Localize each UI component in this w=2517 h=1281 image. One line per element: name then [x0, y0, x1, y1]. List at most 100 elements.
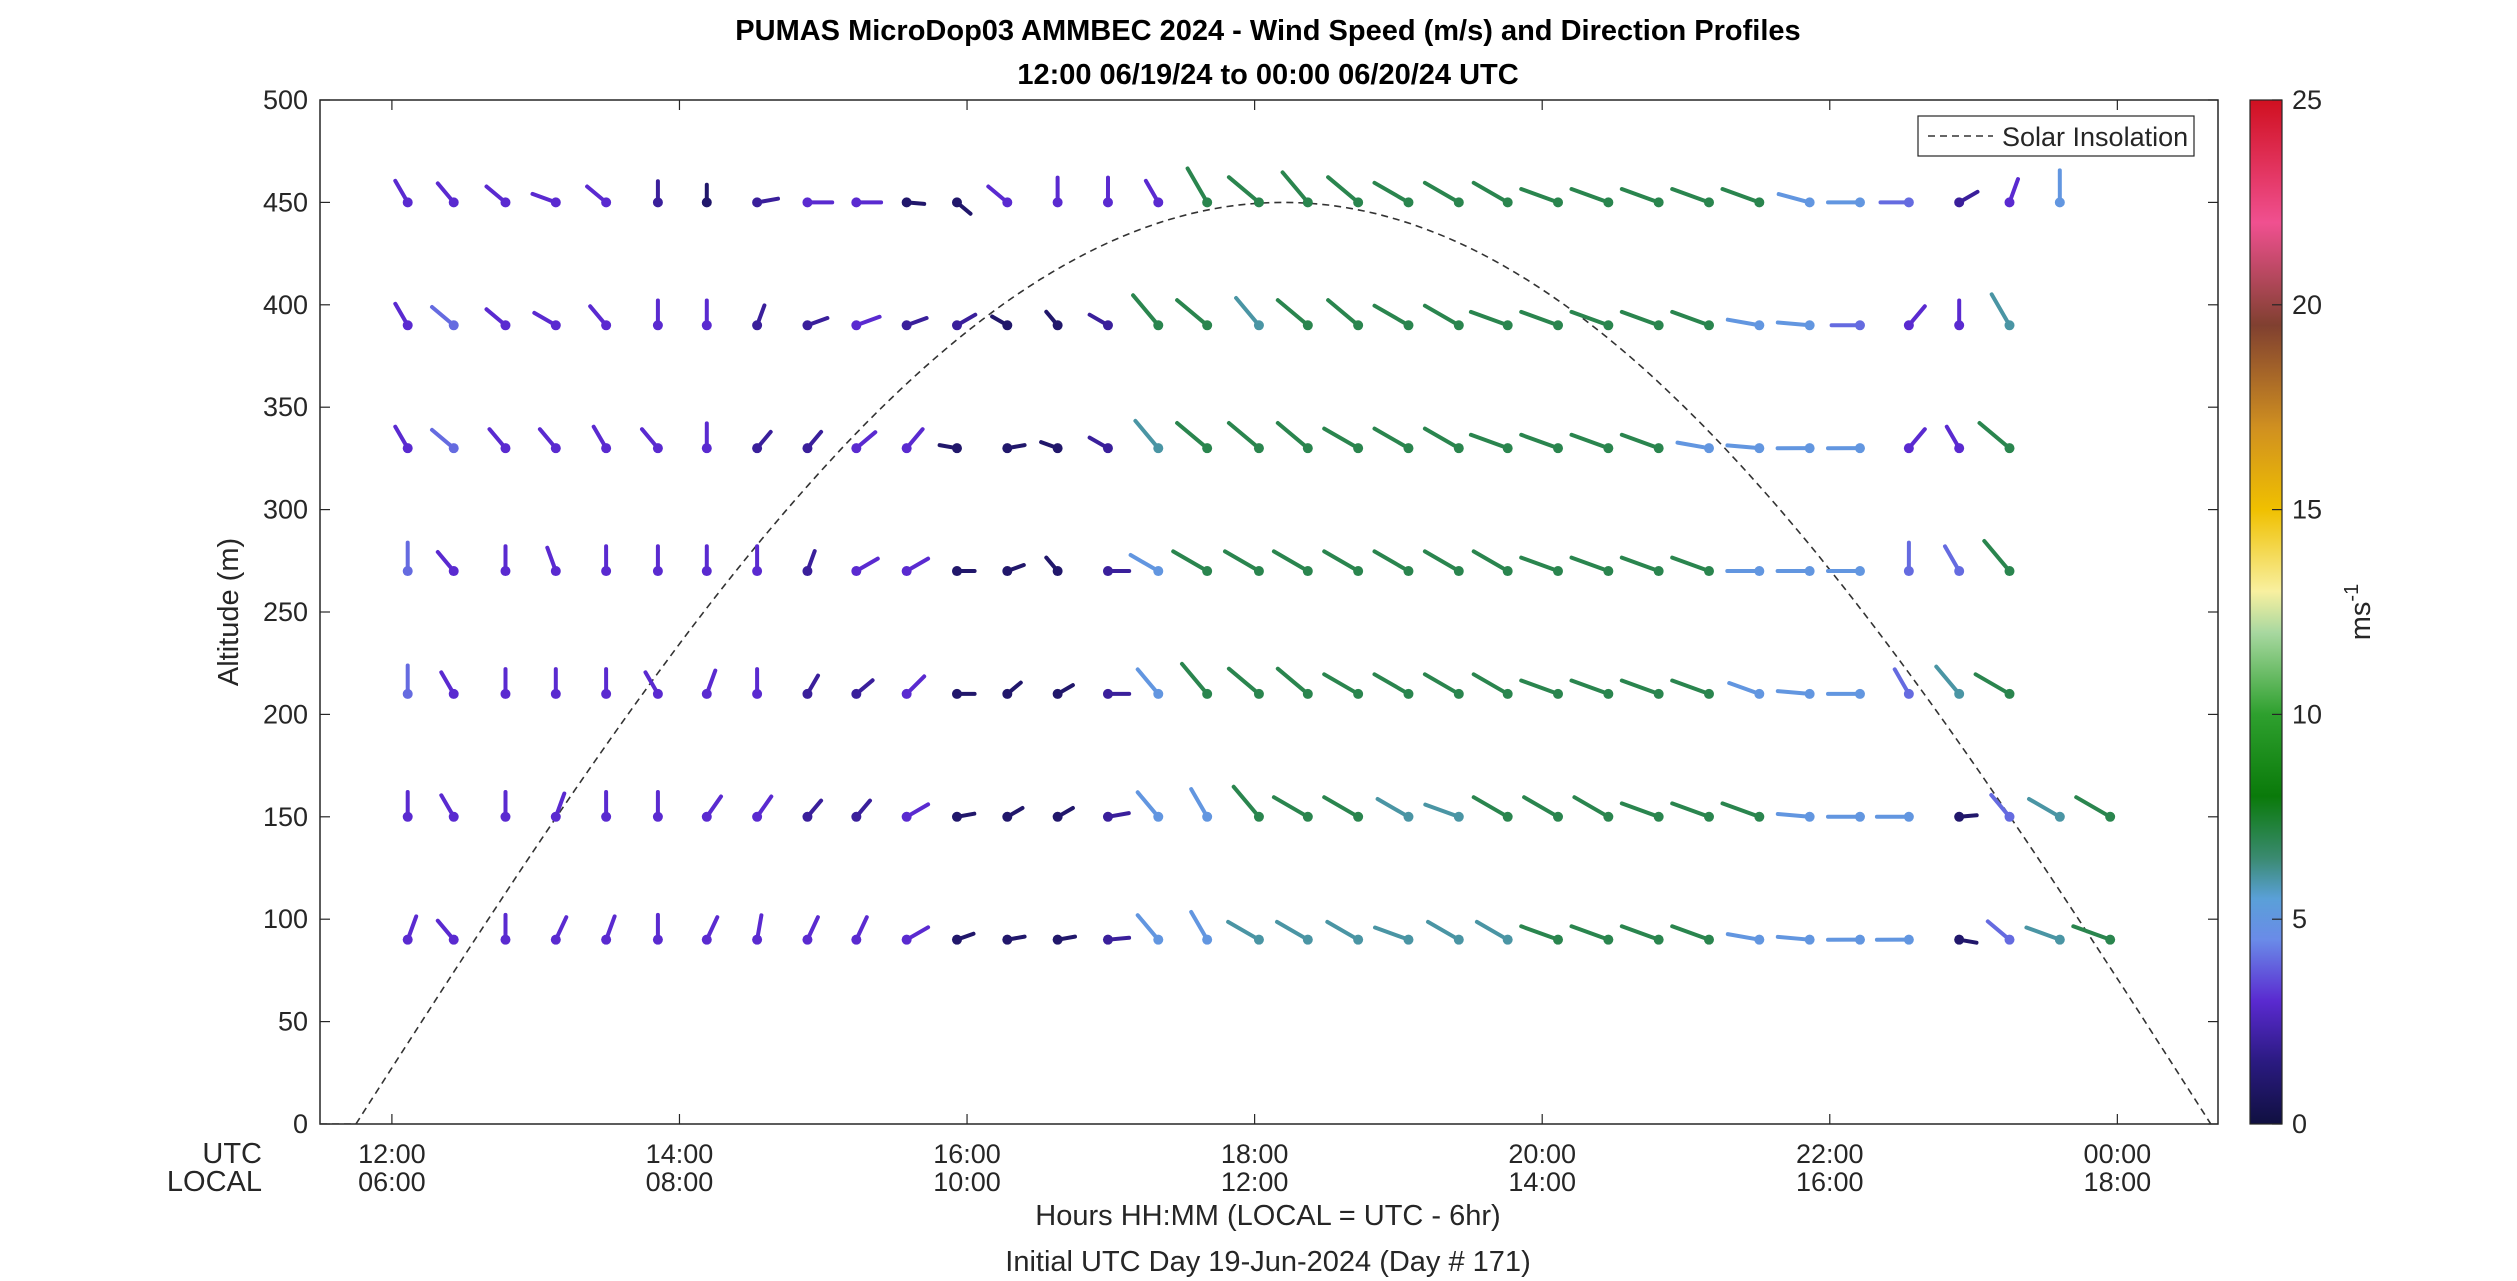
wind-barb-dot [1903, 197, 1914, 208]
wind-barb [1039, 440, 1063, 454]
wind-barb [1619, 555, 1664, 577]
wind-barb-dot [1703, 566, 1714, 577]
wind-barb [1280, 170, 1313, 208]
wind-barb [1826, 688, 1865, 699]
wind-barb [1423, 802, 1464, 822]
wind-barb [1619, 309, 1664, 331]
wind-barb [1725, 566, 1765, 577]
wind-barb-dot [652, 443, 663, 454]
wind-barb-shaft [1423, 802, 1461, 819]
wind-barb [435, 550, 459, 577]
wind-barb-dot [1754, 688, 1765, 699]
wind-barb [1275, 666, 1313, 699]
wind-barb [640, 427, 663, 454]
wind-barb-dot [1253, 566, 1264, 577]
wind-barb-dot [601, 320, 612, 331]
wind-barb [1569, 678, 1614, 699]
wind-barb-dot [701, 197, 712, 208]
wind-barb-dot [1954, 443, 1965, 454]
wind-barb [643, 670, 663, 699]
wind-barb [537, 427, 561, 454]
wind-barb-dot [1903, 688, 1914, 699]
wind-barb [1223, 549, 1264, 577]
wind-barb-shaft [1569, 187, 1611, 205]
wind-barb-dot [901, 197, 912, 208]
wind-barb-dot [601, 443, 612, 454]
colorbar: 0 5 10 15 20 25 ms-1 [2249, 85, 2377, 1139]
wind-barb [752, 303, 767, 331]
wind-barb-shaft [1670, 187, 1711, 205]
wind-barb [701, 298, 712, 331]
wind-barb-shaft [1226, 421, 1261, 451]
wind-barb-dot [2054, 934, 2065, 945]
wind-barb-dot [1502, 811, 1513, 822]
wind-barb [802, 798, 824, 822]
wind-barb [1569, 555, 1614, 577]
wind-barb [1572, 795, 1614, 822]
wind-barb [1775, 811, 1815, 822]
wind-barb-dot [500, 443, 511, 454]
wind-barb-dot [1754, 811, 1765, 822]
colorbar-label-unit: ms [2345, 602, 2377, 641]
wind-barb [851, 798, 872, 822]
wind-barb [1372, 180, 1414, 208]
wind-barb-dot [1302, 688, 1313, 699]
wind-barb-dot [1253, 811, 1264, 822]
wind-barb-dot [1553, 443, 1564, 454]
x-tick-label-utc: 22:00 [1796, 1139, 1864, 1169]
wind-barb-shaft [1569, 678, 1611, 696]
wind-barb-dot [1302, 443, 1313, 454]
wind-barb-dot [1202, 197, 1213, 208]
wind-barb-shaft [1775, 689, 1812, 696]
wind-barb-dot [1353, 934, 1364, 945]
wind-barb-dot [1553, 320, 1564, 331]
wind-barb [652, 790, 663, 822]
wind-barb-dot [1553, 811, 1564, 822]
wind-barb-dot [500, 197, 511, 208]
wind-barb-shaft [1223, 549, 1261, 574]
wind-barb [802, 549, 817, 577]
wind-barb [1826, 197, 1865, 208]
wind-barb-dot [448, 320, 459, 331]
wind-barb-shaft [1569, 924, 1611, 942]
wind-barb-dot [1002, 688, 1013, 699]
wind-barb-dot [1453, 934, 1464, 945]
wind-barb [1954, 298, 1965, 331]
wind-barb-shaft [1322, 795, 1361, 819]
wind-barb-dot [1954, 320, 1965, 331]
wind-barb-dot [1703, 197, 1714, 208]
wind-barb-dot [601, 811, 612, 822]
wind-barb-dot [1903, 811, 1914, 822]
wind-barb-dot [1353, 443, 1364, 454]
wind-barb [1422, 303, 1464, 331]
wind-barb [990, 314, 1013, 331]
x-tick-label-utc: 20:00 [1508, 1139, 1576, 1169]
wind-barb-dot [1002, 320, 1013, 331]
wind-barb-dot [1353, 197, 1364, 208]
wind-barb [1720, 801, 1765, 822]
wind-barb [1903, 540, 1914, 577]
wind-barb-dot [1854, 197, 1865, 208]
wind-barb-dot [951, 934, 962, 945]
wind-barb [1372, 672, 1414, 699]
wind-barb [1954, 811, 1979, 822]
wind-barb-dot [951, 811, 962, 822]
wind-barb [802, 429, 824, 454]
wind-barb [1052, 175, 1063, 208]
wind-barb-shaft [1670, 678, 1711, 696]
wind-barb [701, 915, 720, 945]
wind-barb-shaft [1776, 192, 1812, 205]
wind-barb [901, 316, 929, 331]
wind-barb-dot [1052, 811, 1063, 822]
wind-barb-dot [2004, 443, 2015, 454]
wind-barb-dot [951, 320, 962, 331]
wind-barb-dot [951, 443, 962, 454]
wind-barb [1903, 427, 1927, 454]
wind-barb [1275, 298, 1313, 331]
utc-row-label: UTC [202, 1138, 262, 1170]
wind-barb-shaft [2024, 925, 2062, 942]
wind-barb-dot [1553, 566, 1564, 577]
wind-barb [1874, 811, 1914, 822]
wind-barb-shaft [1131, 293, 1161, 328]
wind-barb-dot [1002, 934, 1013, 945]
